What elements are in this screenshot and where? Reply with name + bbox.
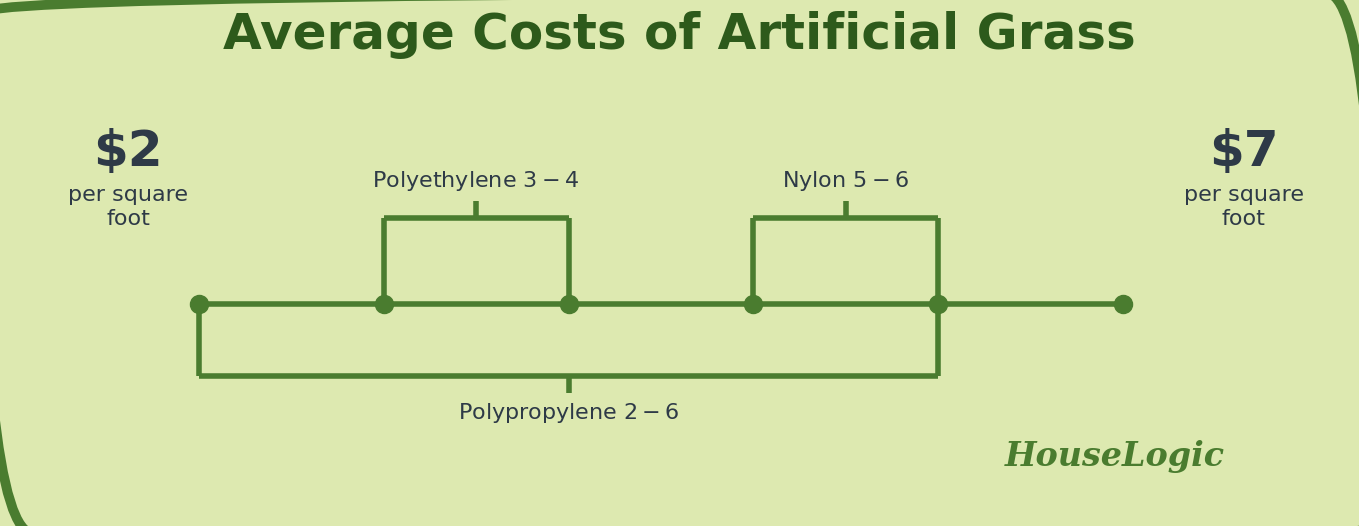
Text: Average Costs of Artificial Grass: Average Costs of Artificial Grass: [223, 12, 1136, 59]
Text: $7: $7: [1210, 128, 1279, 176]
Text: Nylon $5-$6: Nylon $5-$6: [783, 169, 909, 193]
Text: $2: $2: [94, 128, 163, 176]
Text: HouseLogic: HouseLogic: [1006, 440, 1226, 473]
Text: Polyethylene $3-$4: Polyethylene $3-$4: [372, 169, 579, 193]
Text: Polypropylene $2-$6: Polypropylene $2-$6: [458, 401, 680, 425]
Text: per square
foot: per square foot: [1184, 185, 1303, 229]
Text: per square
foot: per square foot: [68, 185, 189, 229]
